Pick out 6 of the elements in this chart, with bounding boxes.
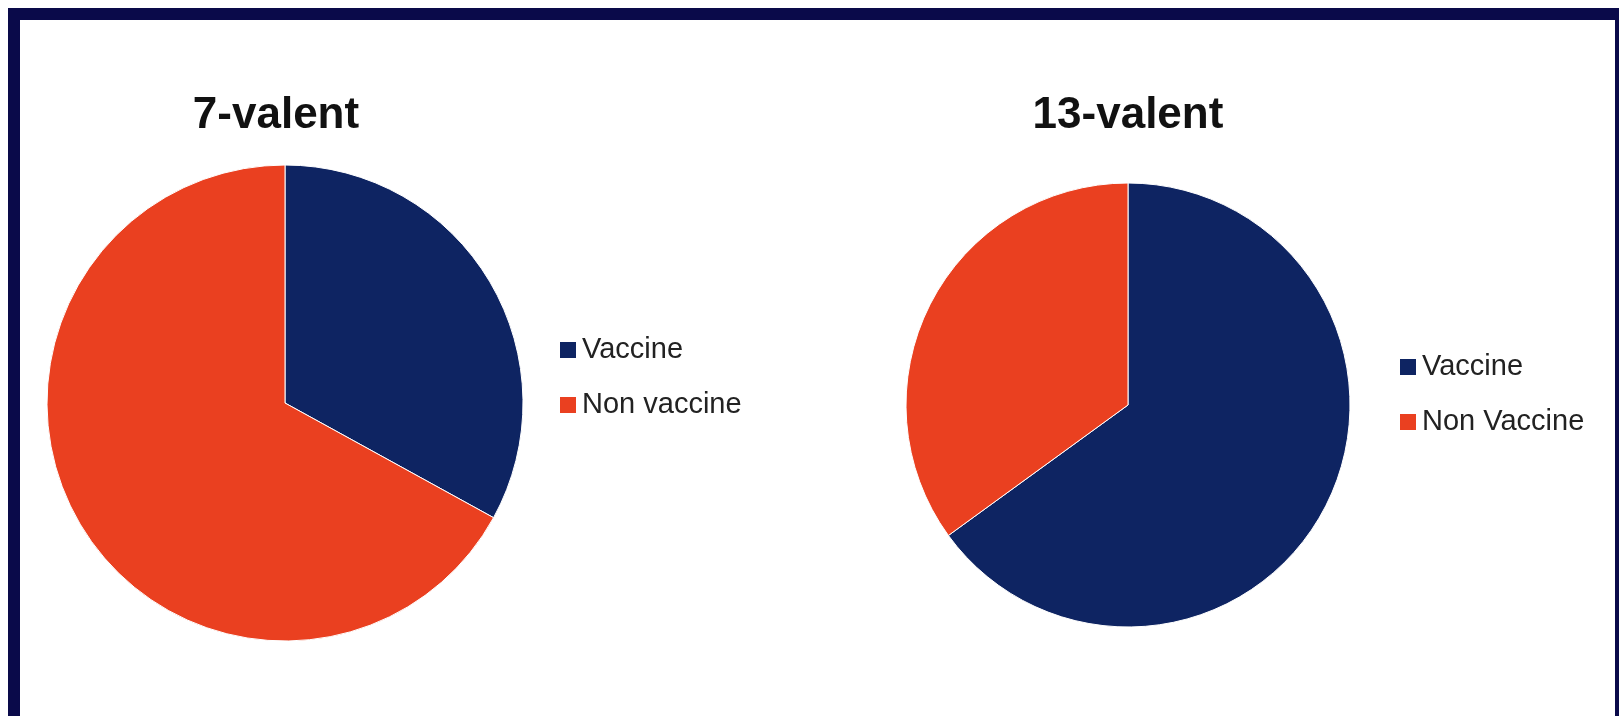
- legend-label: Non Vaccine: [1422, 404, 1585, 436]
- legend-label: Non vaccine: [582, 387, 742, 419]
- chart-title: 13-valent: [1032, 88, 1224, 137]
- chart-title: 7-valent: [192, 88, 360, 137]
- legend-label: Vaccine: [1422, 349, 1524, 381]
- legend-label: Vaccine: [582, 332, 684, 364]
